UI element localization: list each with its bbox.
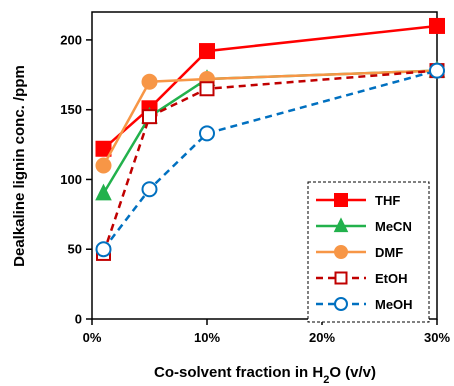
data-point-meoh — [95, 241, 112, 258]
series-meoh — [95, 62, 445, 258]
x-tick-label: 0% — [83, 330, 102, 345]
x-axis: 0% 10% 20% 30% — [83, 319, 450, 345]
series-line-dmf — [102, 69, 438, 167]
x-tick-label: 20% — [309, 330, 335, 345]
legend-marker-thf — [334, 193, 348, 207]
data-point-meoh — [141, 181, 158, 198]
legend-marker-etoh — [334, 271, 348, 285]
legend-label-meoh: MeOH — [375, 297, 413, 312]
data-point-etoh — [142, 109, 157, 125]
x-axis-label: Co-solvent fraction in H2O (v/v) — [154, 364, 376, 386]
x-axis-label-main: Co-solvent fraction in H — [154, 364, 323, 381]
series-layer — [95, 17, 446, 261]
y-tick-label: 200 — [60, 32, 82, 47]
data-point-thf — [95, 140, 112, 157]
x-axis-label-subscript: 2 — [323, 374, 329, 386]
legend: THF MeCN DMF EtOH MeOH — [307, 181, 430, 323]
series-line-meoh — [102, 69, 438, 250]
legend-label-mecn: MeCN — [375, 219, 412, 234]
legend-marker-meoh — [334, 297, 348, 311]
data-point-thf — [199, 43, 215, 60]
x-tick-label: 30% — [424, 330, 450, 345]
y-axis: 0 50 100 150 200 — [60, 32, 92, 327]
y-tick-label: 50 — [68, 242, 82, 257]
data-point-meoh — [429, 62, 445, 79]
legend-label-dmf: DMF — [375, 245, 403, 260]
y-tick-label: 150 — [60, 102, 82, 117]
y-axis-label: Dealkaline lignin conc. /ppm — [11, 65, 28, 267]
data-point-thf — [429, 17, 445, 34]
y-tick-label: 0 — [75, 312, 82, 327]
data-point-meoh — [199, 125, 215, 142]
legend-label-thf: THF — [375, 193, 400, 208]
data-point-etoh — [199, 81, 215, 97]
x-axis-label-end: O (v/v) — [329, 364, 376, 381]
data-point-dmf — [141, 73, 158, 90]
x-tick-label: 10% — [194, 330, 220, 345]
data-point-mecn — [95, 183, 112, 201]
legend-label-etoh: EtOH — [375, 271, 408, 286]
legend-marker-mecn — [333, 217, 349, 233]
legend-marker-dmf — [334, 245, 348, 259]
series-line-etoh — [102, 69, 438, 254]
data-point-dmf — [95, 157, 112, 174]
y-tick-label: 100 — [60, 172, 82, 187]
